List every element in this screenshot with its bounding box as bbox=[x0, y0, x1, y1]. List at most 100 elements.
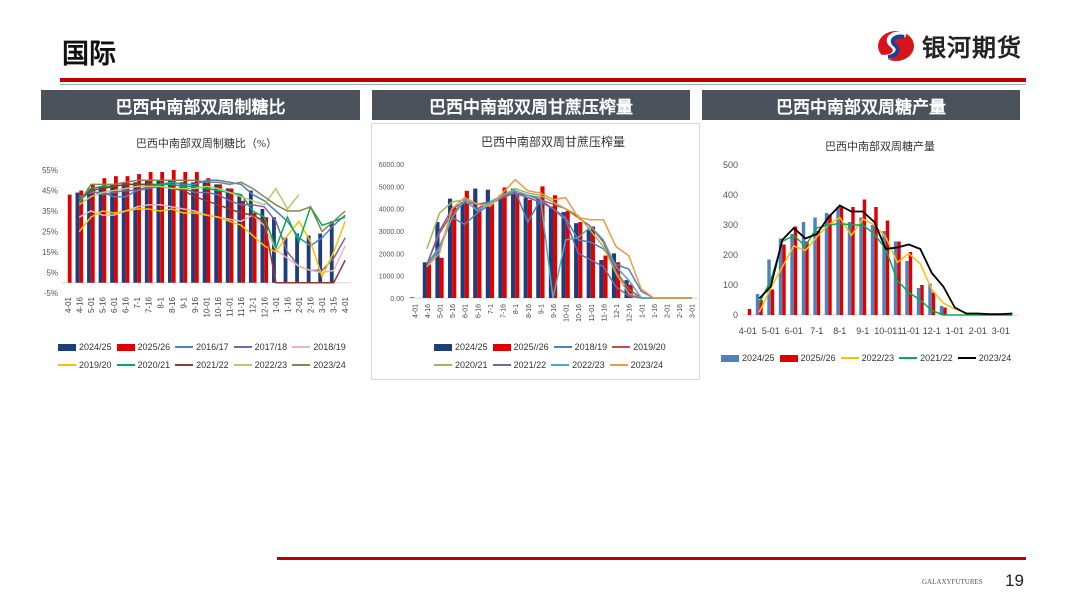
bar-2024-25 bbox=[824, 213, 829, 315]
legend-swatch-icon bbox=[116, 364, 135, 366]
bar-2025-26 bbox=[828, 214, 832, 315]
footer-brand: GALAXYFUTURES bbox=[922, 578, 983, 586]
bar-2024-25 bbox=[847, 222, 852, 315]
bar-2024-25 bbox=[836, 207, 840, 315]
bar-2024-25 bbox=[214, 184, 219, 283]
y-tick-label: 35% bbox=[42, 207, 58, 216]
x-tick-label: 7-16 bbox=[145, 296, 154, 313]
x-tick-label: 9-16 bbox=[191, 296, 200, 313]
x-tick-label: 2-01 bbox=[664, 304, 671, 318]
bar-2025-26 bbox=[241, 200, 245, 283]
x-tick-label: 6-01 bbox=[110, 296, 119, 313]
x-tick-label: 11-01 bbox=[589, 304, 596, 321]
bar-2024-25 bbox=[790, 234, 794, 315]
x-tick-label: 2-01 bbox=[295, 296, 304, 313]
bar-2024-25 bbox=[121, 182, 126, 283]
bar-2024-25 bbox=[870, 225, 875, 315]
bar-2025-26 bbox=[477, 208, 482, 298]
x-tick-label: 1-16 bbox=[283, 296, 292, 313]
chart-sugar-output-legend: 2024/25 2025//26 2022/23 2021/22 2023/24 bbox=[721, 349, 1036, 367]
legend-swatch-icon bbox=[175, 364, 194, 366]
legend-label: 2022/23 bbox=[254, 360, 288, 370]
bar-2025-26 bbox=[489, 204, 495, 298]
x-tick-label: 12-1 bbox=[614, 304, 621, 318]
x-tick-label: 2-16 bbox=[677, 304, 684, 318]
legend-label: 2021/22 bbox=[196, 360, 229, 370]
x-tick-label: 1-01 bbox=[639, 304, 646, 318]
bar-2024-25 bbox=[295, 233, 299, 283]
bar-2024-25 bbox=[905, 261, 909, 315]
x-tick-label: 10-01 bbox=[874, 326, 897, 336]
x-tick-label: 2-16 bbox=[307, 296, 316, 313]
x-tick-label: 12-1 bbox=[249, 296, 258, 313]
x-tick-label: 4-01 bbox=[412, 304, 419, 318]
x-tick-label: 12-16 bbox=[627, 304, 634, 322]
y-tick-label: 0.00 bbox=[390, 296, 404, 303]
legend-label: 2024/25 bbox=[79, 342, 112, 352]
legend-label: 2016/17 bbox=[196, 342, 229, 352]
bar-2025-26 bbox=[565, 210, 570, 298]
x-tick-label: 11-16 bbox=[601, 304, 608, 321]
bar-2024-25 bbox=[202, 182, 207, 283]
y-tick-label: 6000.00 bbox=[379, 162, 404, 169]
legend-label: 2019/20 bbox=[633, 342, 666, 352]
line-2018-19 bbox=[426, 189, 692, 299]
x-tick-label: 5-01 bbox=[438, 304, 445, 318]
bar-2024-25 bbox=[473, 188, 478, 298]
chart-sugar-output: 巴西中南部双周糖产量 500 400 300 200 100 0 4-01 5-01 6-01 7-… bbox=[705, 125, 1035, 375]
bar-2025-26 bbox=[252, 213, 257, 283]
legend-item: 2019/20 bbox=[612, 338, 666, 356]
bar-2025-26 bbox=[102, 178, 107, 283]
bar-2025-26 bbox=[426, 264, 432, 298]
bar-2024-25 bbox=[813, 217, 817, 315]
legend-swatch-icon bbox=[58, 343, 76, 351]
x-tick-label: 4-01 bbox=[64, 296, 73, 313]
y-tick-label: 45% bbox=[42, 187, 58, 196]
x-tick-label: 9-16 bbox=[551, 304, 558, 318]
bar-2024-25 bbox=[87, 188, 91, 283]
x-tick-label: 11-01 bbox=[898, 326, 920, 336]
x-tick-label: 1-01 bbox=[946, 326, 964, 336]
line-2023-24 bbox=[426, 178, 692, 299]
bar-2025-26 bbox=[218, 184, 222, 283]
bar-2024-25 bbox=[422, 262, 427, 298]
legend-label: 2024/25 bbox=[742, 353, 775, 363]
line-2023-24 bbox=[758, 204, 1013, 315]
chart-cane-crush-plot: 巴西中南部双周甘蔗压榨量 6000.00 5000.00 4000.00 3000.00… bbox=[379, 134, 698, 322]
x-tick-label: 10-01 bbox=[564, 304, 571, 322]
bar-2025-26 bbox=[920, 285, 924, 315]
bar-2024-25 bbox=[801, 222, 806, 315]
legend-item: 2025//26 bbox=[492, 338, 549, 356]
legend-label: 2020/21 bbox=[455, 360, 488, 370]
bar-2025-26 bbox=[114, 176, 118, 283]
bar-2024-25 bbox=[586, 229, 591, 298]
line-2022-23 bbox=[78, 185, 300, 211]
bar-2024-25 bbox=[191, 182, 195, 283]
y-tick-label: 400 bbox=[723, 190, 738, 200]
x-tick-label: 6-01 bbox=[785, 326, 803, 336]
bar-2025-26 bbox=[90, 184, 95, 283]
y-tick-label: 25% bbox=[42, 228, 58, 237]
legend-item: 2024/25 bbox=[58, 338, 112, 356]
bar-2024-25 bbox=[536, 198, 541, 298]
x-tick-label: 10-16 bbox=[214, 296, 223, 317]
bar-2025-26 bbox=[908, 252, 913, 315]
x-tick-label: 3-01 bbox=[992, 326, 1010, 336]
x-tick-label: 12-16 bbox=[260, 296, 269, 317]
x-tick-label: 4-01 bbox=[341, 296, 350, 313]
legend-item: 2022/23 bbox=[233, 356, 288, 374]
y-tick-label: 200 bbox=[723, 250, 738, 260]
bar-2024-25 bbox=[225, 188, 230, 283]
legend-swatch-icon bbox=[292, 346, 311, 348]
chart-cane-crush-legend: 2024/25 2025//26 2018/19 2019/20 2020/21 2021… bbox=[434, 338, 684, 374]
bar-2024-25 bbox=[260, 208, 265, 283]
x-tick-label: 7-1 bbox=[488, 304, 495, 314]
bar-2025-26 bbox=[578, 222, 583, 298]
y-tick-label: 5% bbox=[46, 269, 58, 278]
bar-2025-26 bbox=[897, 241, 901, 315]
bar-2025-26 bbox=[782, 244, 786, 315]
x-tick-label: 9-1 bbox=[856, 326, 869, 336]
footer-divider bbox=[277, 557, 1026, 560]
legend-swatch-icon bbox=[553, 346, 572, 348]
x-tick-label: 8-1 bbox=[156, 296, 165, 308]
